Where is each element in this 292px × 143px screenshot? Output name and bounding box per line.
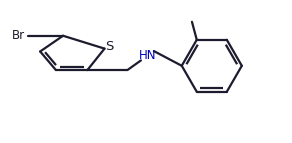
Text: Br: Br	[12, 29, 25, 42]
Text: HN: HN	[139, 49, 156, 62]
Text: S: S	[105, 40, 114, 53]
